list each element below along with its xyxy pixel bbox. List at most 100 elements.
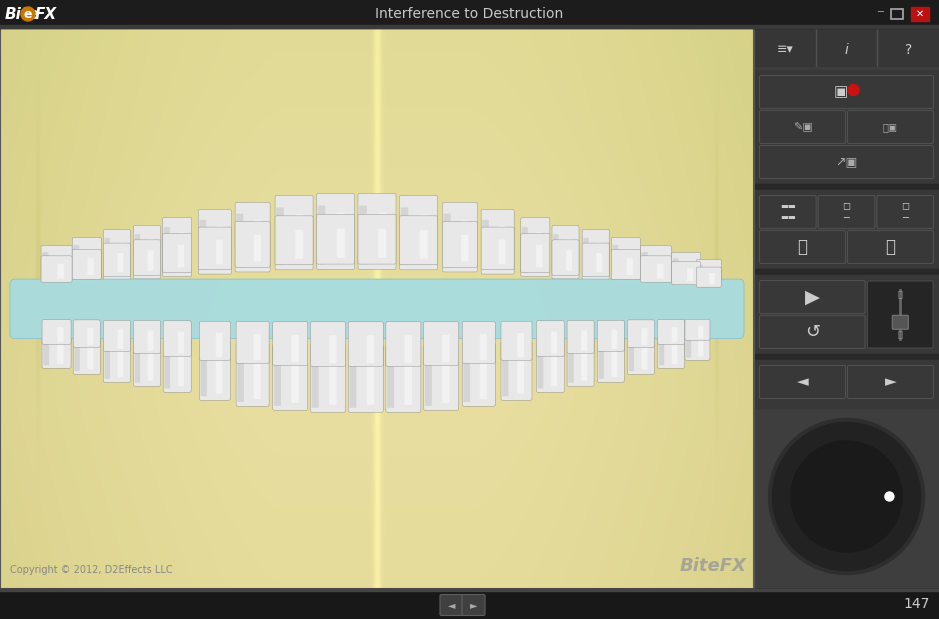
FancyBboxPatch shape [295, 214, 303, 262]
FancyBboxPatch shape [673, 258, 679, 284]
FancyBboxPatch shape [216, 333, 223, 357]
Text: ↺: ↺ [805, 323, 820, 341]
FancyBboxPatch shape [201, 351, 207, 396]
FancyBboxPatch shape [164, 227, 170, 272]
FancyBboxPatch shape [517, 356, 524, 394]
Bar [754, 190, 939, 283]
Circle shape [848, 85, 859, 95]
FancyBboxPatch shape [582, 230, 609, 280]
FancyBboxPatch shape [598, 344, 604, 379]
FancyBboxPatch shape [442, 361, 450, 403]
FancyBboxPatch shape [552, 225, 579, 279]
FancyBboxPatch shape [611, 249, 640, 279]
FancyBboxPatch shape [760, 365, 845, 399]
FancyBboxPatch shape [522, 227, 528, 272]
FancyBboxPatch shape [611, 238, 640, 282]
Text: 🐇: 🐇 [898, 290, 902, 299]
Text: Copyright © 2012, D2Effects LLC: Copyright © 2012, D2Effects LLC [10, 565, 173, 575]
FancyBboxPatch shape [685, 319, 710, 340]
FancyBboxPatch shape [348, 322, 383, 366]
Circle shape [21, 7, 35, 21]
FancyBboxPatch shape [41, 246, 72, 285]
FancyBboxPatch shape [568, 345, 574, 383]
FancyBboxPatch shape [367, 335, 374, 363]
FancyBboxPatch shape [687, 268, 693, 282]
Text: e: e [23, 8, 32, 21]
FancyBboxPatch shape [671, 327, 678, 342]
FancyBboxPatch shape [502, 351, 508, 396]
FancyBboxPatch shape [133, 225, 161, 279]
FancyBboxPatch shape [276, 207, 284, 265]
FancyBboxPatch shape [640, 256, 671, 282]
FancyBboxPatch shape [405, 362, 412, 405]
FancyBboxPatch shape [275, 196, 313, 270]
FancyBboxPatch shape [147, 350, 154, 381]
FancyBboxPatch shape [596, 243, 602, 274]
FancyBboxPatch shape [348, 345, 383, 412]
Text: ◄: ◄ [796, 374, 808, 389]
FancyBboxPatch shape [420, 214, 428, 262]
Text: 147: 147 [904, 597, 931, 611]
FancyBboxPatch shape [597, 336, 624, 382]
FancyBboxPatch shape [567, 321, 594, 353]
FancyBboxPatch shape [521, 217, 550, 277]
FancyBboxPatch shape [685, 329, 710, 360]
FancyBboxPatch shape [378, 213, 386, 261]
FancyBboxPatch shape [657, 332, 685, 368]
Text: ?: ? [904, 43, 912, 57]
Text: ►: ► [885, 374, 897, 389]
FancyBboxPatch shape [424, 355, 432, 406]
FancyBboxPatch shape [461, 220, 469, 264]
Text: 🔍▣: 🔍▣ [883, 122, 898, 132]
FancyBboxPatch shape [760, 111, 845, 144]
FancyBboxPatch shape [399, 196, 438, 270]
FancyBboxPatch shape [627, 334, 654, 374]
FancyBboxPatch shape [551, 332, 557, 353]
Text: ✎▣: ✎▣ [793, 122, 812, 132]
FancyBboxPatch shape [536, 233, 543, 270]
FancyBboxPatch shape [274, 355, 281, 406]
FancyBboxPatch shape [133, 321, 161, 353]
FancyBboxPatch shape [199, 341, 230, 400]
FancyBboxPatch shape [671, 261, 700, 285]
FancyBboxPatch shape [117, 348, 123, 377]
FancyBboxPatch shape [163, 321, 192, 356]
FancyBboxPatch shape [367, 362, 374, 405]
FancyBboxPatch shape [582, 243, 609, 277]
Bar [754, 354, 939, 360]
FancyBboxPatch shape [420, 230, 428, 259]
FancyBboxPatch shape [295, 230, 303, 259]
FancyBboxPatch shape [517, 333, 524, 357]
FancyBboxPatch shape [291, 335, 299, 362]
FancyBboxPatch shape [612, 245, 618, 279]
FancyBboxPatch shape [640, 246, 671, 285]
Bar [0, 0, 939, 28]
FancyBboxPatch shape [147, 250, 154, 271]
FancyBboxPatch shape [892, 315, 908, 329]
FancyBboxPatch shape [177, 332, 184, 353]
Bar [754, 184, 939, 190]
FancyBboxPatch shape [423, 344, 458, 410]
FancyBboxPatch shape [551, 352, 557, 386]
FancyBboxPatch shape [311, 345, 346, 412]
FancyBboxPatch shape [178, 233, 184, 270]
FancyBboxPatch shape [73, 334, 100, 374]
FancyBboxPatch shape [641, 344, 647, 370]
FancyBboxPatch shape [235, 202, 270, 272]
FancyBboxPatch shape [117, 253, 123, 272]
Circle shape [885, 492, 894, 501]
Text: FX: FX [35, 7, 57, 22]
FancyBboxPatch shape [117, 243, 123, 274]
FancyBboxPatch shape [659, 338, 664, 365]
FancyBboxPatch shape [627, 320, 654, 347]
Text: Interference to Destruction: Interference to Destruction [376, 7, 563, 21]
FancyBboxPatch shape [316, 194, 355, 269]
FancyBboxPatch shape [499, 240, 505, 264]
FancyBboxPatch shape [254, 359, 261, 399]
FancyBboxPatch shape [499, 226, 505, 267]
Bar [0, 28, 754, 589]
FancyBboxPatch shape [10, 279, 744, 339]
FancyBboxPatch shape [104, 238, 110, 277]
FancyBboxPatch shape [698, 265, 702, 287]
FancyBboxPatch shape [501, 321, 532, 360]
